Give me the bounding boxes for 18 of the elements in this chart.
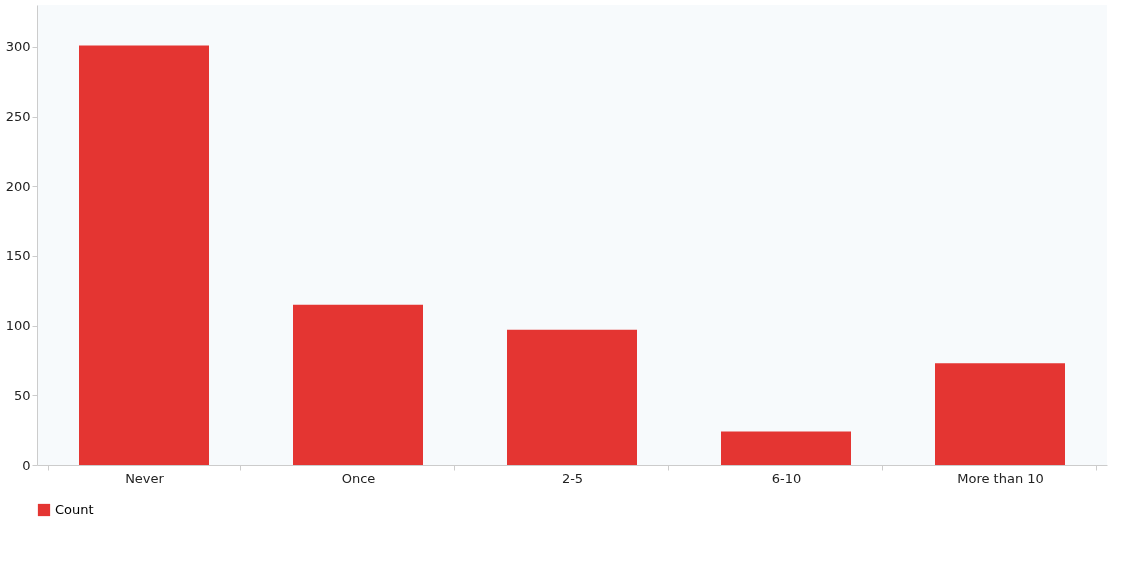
x-tick-label: 6-10 [771,470,802,486]
bar [721,431,851,465]
x-tick-label: More than 10 [957,470,1044,486]
x-tick-label: 2-5 [561,470,584,486]
y-tick-label: 100 [5,318,31,334]
y-tick-label: 300 [5,39,31,55]
bar [935,363,1065,465]
x-tick-label: Never [125,470,165,486]
y-tick-label: 150 [5,248,31,264]
bar [507,329,637,465]
x-tick-label: Once [341,470,376,486]
y-tick-label: 250 [5,109,31,125]
y-tick-label: 200 [5,178,31,194]
legend-label: Count [55,502,94,517]
bar [79,45,209,465]
y-tick-label: 0 [22,457,31,473]
bar [293,304,423,465]
y-tick-label: 50 [13,387,31,403]
